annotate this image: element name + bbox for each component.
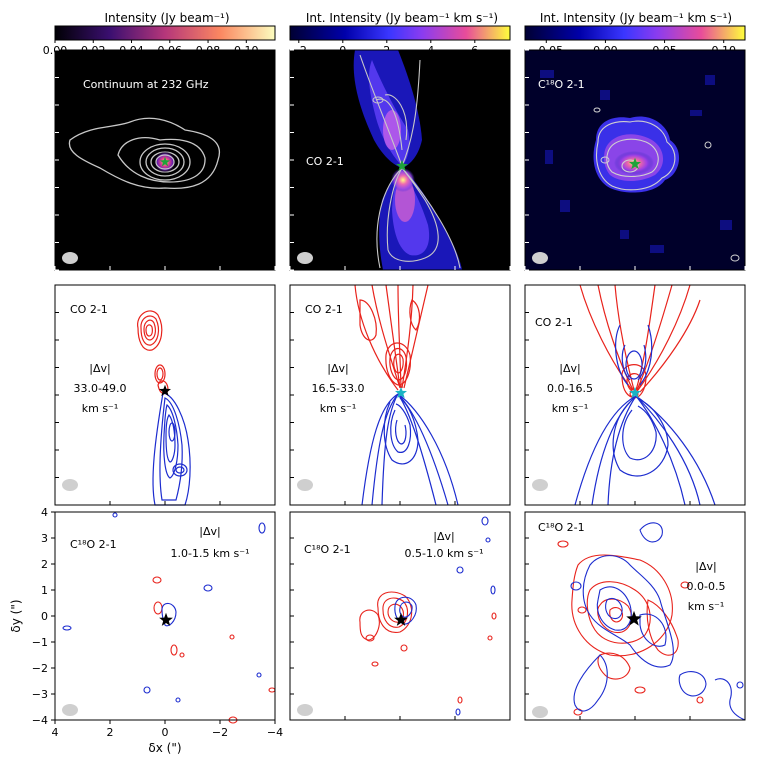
beam-ellipse: [532, 706, 548, 718]
panel-continuum: Continuum at 232 GHz: [54, 49, 276, 271]
panel-co-mid: CO 2-1 |Δv| 16.5-33.0 km s⁻¹: [289, 284, 511, 506]
dv-range: 0.5-1.0 km s⁻¹: [405, 547, 484, 560]
dv-label: |Δv|: [695, 560, 716, 573]
y-tick-label: 1: [41, 584, 48, 597]
dv-unit: km s⁻¹: [320, 402, 357, 415]
beam-ellipse: [297, 704, 313, 716]
dv-range: 0.0-16.5: [547, 382, 593, 395]
dv-label: |Δv|: [327, 362, 348, 375]
colorbar-label: Int. Intensity (Jy beam⁻¹ km s⁻¹): [540, 11, 732, 25]
panel-title: C¹⁸O 2-1: [70, 538, 117, 551]
panel-title: C¹⁸O 2-1: [538, 78, 585, 91]
beam-ellipse: [297, 252, 313, 264]
dv-range: 33.0-49.0: [74, 382, 127, 395]
beam-ellipse: [532, 252, 548, 264]
panel-title: C¹⁸O 2-1: [304, 543, 351, 556]
y-tick-label: −1: [32, 636, 48, 649]
panel-title: CO 2-1: [535, 316, 573, 329]
dv-range: 0.0-0.5: [687, 580, 726, 593]
y-tick-label: 2: [41, 558, 48, 571]
panel-co-mom0: CO 2-1: [289, 49, 511, 271]
y-tick-label: 4: [41, 506, 48, 519]
panel-co-high: CO 2-1 |Δv| 33.0-49.0 km s⁻¹: [54, 284, 276, 506]
x-tick-label: 0: [162, 726, 169, 739]
dv-label: |Δv|: [559, 362, 580, 375]
y-tick-label: 0: [41, 610, 48, 623]
x-axis-title: δx ("): [148, 741, 181, 755]
dv-unit: km s⁻¹: [688, 600, 725, 613]
panel-c18o-mid: C¹⁸O 2-1 |Δv| 0.5-1.0 km s⁻¹: [289, 511, 511, 721]
panel-c18o-mom0: C¹⁸O 2-1: [524, 49, 746, 271]
y-tick-label: −4: [32, 714, 48, 727]
beam-ellipse: [297, 479, 313, 491]
beam-ellipse: [62, 479, 78, 491]
dv-range: 16.5-33.0: [312, 382, 365, 395]
beam-ellipse: [62, 704, 78, 716]
panel-c18o-high: C¹⁸O 2-1 |Δv| 1.0-1.5 km s⁻¹ 4 3 2 1 0 −1 −2 −3…: [32, 506, 283, 739]
panel-title: C¹⁸O 2-1: [538, 521, 585, 534]
x-tick-label: 2: [107, 726, 114, 739]
y-tick-label: 3: [41, 532, 48, 545]
colorbar-label: Int. Intensity (Jy beam⁻¹ km s⁻¹): [306, 11, 498, 25]
dv-unit: km s⁻¹: [552, 402, 589, 415]
colorbar-c18o-mom0: Int. Intensity (Jy beam⁻¹ km s⁻¹) −0.050…: [524, 11, 746, 57]
beam-ellipse: [62, 252, 78, 264]
x-tick-label: −4: [267, 726, 283, 739]
panel-co-low: CO 2-1 |Δv| 0.0-16.5 km s⁻¹: [524, 284, 746, 506]
y-tick-label: −2: [32, 662, 48, 675]
dv-label: |Δv|: [433, 530, 454, 543]
panel-title: CO 2-1: [306, 155, 344, 168]
colorbar-label: Intensity (Jy beam⁻¹): [104, 11, 229, 25]
axis-ticks: 4 3 2 1 0 −1 −2 −3 −4 4 2 0 −2 −4: [32, 506, 283, 739]
x-tick-label: 4: [52, 726, 59, 739]
beam-ellipse: [532, 479, 548, 491]
dv-unit: km s⁻¹: [82, 402, 119, 415]
panel-c18o-low: C¹⁸O 2-1 |Δv| 0.0-0.5 km s⁻¹: [524, 511, 746, 721]
panel-title: Continuum at 232 GHz: [83, 78, 209, 91]
panel-title: CO 2-1: [305, 303, 343, 316]
panel-title: CO 2-1: [70, 303, 108, 316]
dv-range: 1.0-1.5 km s⁻¹: [171, 547, 250, 560]
x-tick-label: −2: [212, 726, 228, 739]
y-axis-title: δy ("): [9, 599, 23, 632]
dv-label: |Δv|: [89, 362, 110, 375]
y-tick-label: −3: [32, 688, 48, 701]
dv-label: |Δv|: [199, 525, 220, 538]
